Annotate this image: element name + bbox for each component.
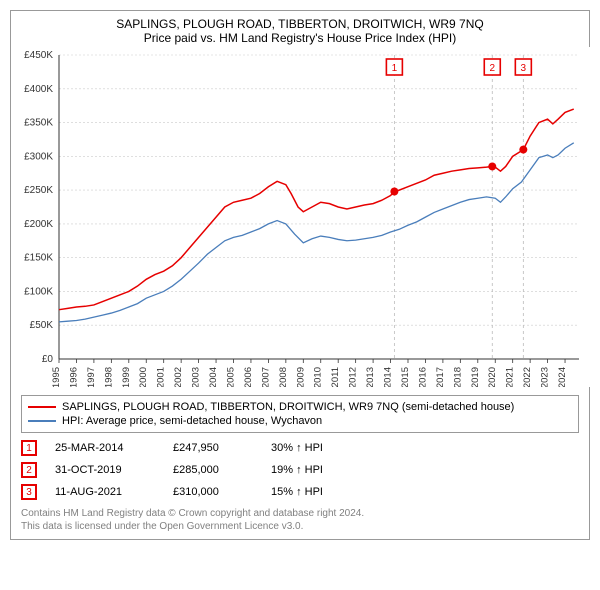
- sale-price: £310,000: [173, 486, 253, 498]
- svg-text:2007: 2007: [260, 367, 271, 387]
- sale-diff: 15% ↑ HPI: [271, 486, 371, 498]
- sale-date: 25-MAR-2014: [55, 442, 155, 454]
- svg-text:2017: 2017: [435, 367, 446, 387]
- svg-text:3: 3: [521, 63, 527, 74]
- attribution-line: Contains HM Land Registry data © Crown c…: [21, 507, 579, 520]
- svg-text:2006: 2006: [243, 367, 254, 387]
- sale-row: 2 31-OCT-2019 £285,000 19% ↑ HPI: [21, 459, 579, 481]
- svg-text:2011: 2011: [330, 367, 341, 387]
- svg-text:1997: 1997: [86, 367, 97, 387]
- sale-marker-box: 1: [21, 440, 37, 456]
- svg-text:2022: 2022: [522, 367, 533, 387]
- svg-text:£250K: £250K: [24, 185, 53, 196]
- svg-text:2021: 2021: [505, 367, 516, 387]
- svg-text:2001: 2001: [156, 367, 167, 387]
- sale-date: 11-AUG-2021: [55, 486, 155, 498]
- legend-item: SAPLINGS, PLOUGH ROAD, TIBBERTON, DROITW…: [28, 400, 572, 414]
- svg-text:2005: 2005: [225, 367, 236, 387]
- svg-text:2009: 2009: [295, 367, 306, 387]
- legend-label: SAPLINGS, PLOUGH ROAD, TIBBERTON, DROITW…: [62, 401, 514, 413]
- legend-color-swatch: [28, 406, 56, 408]
- chart-container: SAPLINGS, PLOUGH ROAD, TIBBERTON, DROITW…: [10, 10, 590, 540]
- svg-text:1: 1: [392, 63, 398, 74]
- sale-row: 1 25-MAR-2014 £247,950 30% ↑ HPI: [21, 437, 579, 459]
- svg-text:£200K: £200K: [24, 219, 53, 230]
- svg-text:£300K: £300K: [24, 151, 53, 162]
- svg-text:2002: 2002: [173, 367, 184, 387]
- svg-text:£150K: £150K: [24, 253, 53, 264]
- svg-text:1998: 1998: [103, 367, 114, 387]
- svg-text:£100K: £100K: [24, 286, 53, 297]
- sale-marker-box: 3: [21, 484, 37, 500]
- svg-text:2000: 2000: [138, 367, 149, 387]
- svg-text:£0: £0: [42, 354, 54, 365]
- sale-row: 3 11-AUG-2021 £310,000 15% ↑ HPI: [21, 481, 579, 503]
- svg-text:£350K: £350K: [24, 118, 53, 129]
- sales-list: 1 25-MAR-2014 £247,950 30% ↑ HPI 2 31-OCT-201…: [21, 437, 579, 503]
- svg-text:2019: 2019: [470, 367, 481, 387]
- svg-text:2023: 2023: [540, 367, 551, 387]
- legend: SAPLINGS, PLOUGH ROAD, TIBBERTON, DROITW…: [21, 395, 579, 433]
- svg-text:1996: 1996: [68, 367, 79, 387]
- svg-text:2008: 2008: [278, 367, 289, 387]
- svg-text:£450K: £450K: [24, 50, 53, 61]
- svg-text:2020: 2020: [487, 367, 498, 387]
- svg-text:2018: 2018: [452, 367, 463, 387]
- svg-text:2016: 2016: [417, 367, 428, 387]
- svg-text:1999: 1999: [121, 367, 132, 387]
- sale-date: 31-OCT-2019: [55, 464, 155, 476]
- svg-text:£400K: £400K: [24, 84, 53, 95]
- svg-text:£50K: £50K: [30, 320, 54, 331]
- svg-text:2012: 2012: [348, 367, 359, 387]
- sale-diff: 19% ↑ HPI: [271, 464, 371, 476]
- svg-text:2014: 2014: [383, 367, 394, 387]
- title-address: SAPLINGS, PLOUGH ROAD, TIBBERTON, DROITW…: [11, 17, 589, 31]
- chart-svg: £0 £50K £100K £150K £200K £250K £300K £350K £400…: [11, 47, 591, 387]
- svg-text:2003: 2003: [191, 367, 202, 387]
- legend-color-swatch: [28, 420, 56, 422]
- svg-text:2024: 2024: [557, 367, 568, 387]
- svg-text:2010: 2010: [313, 367, 324, 387]
- plot-area: £0 £50K £100K £150K £200K £250K £300K £350K £400…: [11, 47, 589, 387]
- svg-text:1995: 1995: [51, 367, 62, 387]
- titles: SAPLINGS, PLOUGH ROAD, TIBBERTON, DROITW…: [11, 11, 589, 47]
- attribution: Contains HM Land Registry data © Crown c…: [21, 507, 579, 533]
- sale-diff: 30% ↑ HPI: [271, 442, 371, 454]
- legend-label: HPI: Average price, semi-detached house,…: [62, 415, 322, 427]
- sale-price: £247,950: [173, 442, 253, 454]
- svg-text:2004: 2004: [208, 367, 219, 387]
- sale-price: £285,000: [173, 464, 253, 476]
- title-subtitle: Price paid vs. HM Land Registry's House …: [11, 31, 589, 45]
- svg-text:2: 2: [489, 63, 495, 74]
- svg-text:2015: 2015: [400, 367, 411, 387]
- legend-item: HPI: Average price, semi-detached house,…: [28, 414, 572, 428]
- sale-marker-box: 2: [21, 462, 37, 478]
- svg-text:2013: 2013: [365, 367, 376, 387]
- attribution-line: This data is licensed under the Open Gov…: [21, 520, 579, 533]
